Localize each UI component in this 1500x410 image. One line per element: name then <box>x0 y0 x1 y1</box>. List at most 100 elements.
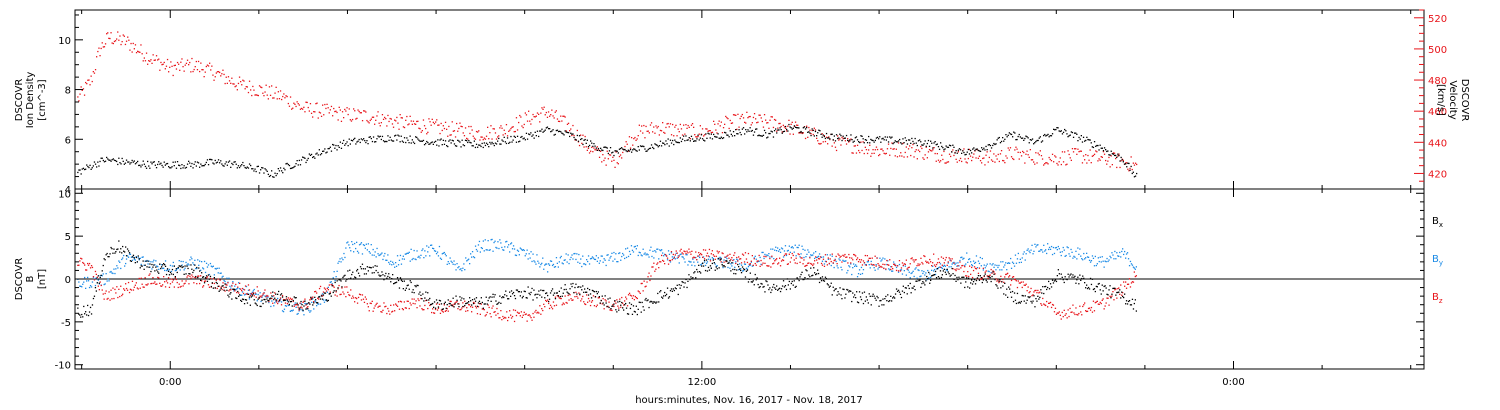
bz-point <box>959 261 961 263</box>
by-point <box>617 261 619 263</box>
by-point <box>1125 253 1128 255</box>
velocity-point <box>554 111 556 113</box>
bx-point <box>205 275 208 277</box>
bx-point <box>447 299 449 301</box>
bz-point <box>1086 310 1088 313</box>
by-point <box>1045 249 1047 251</box>
velocity-point <box>576 129 578 132</box>
velocity-point <box>988 156 990 159</box>
bz-point <box>277 302 279 305</box>
bx-point <box>496 303 498 305</box>
velocity-point <box>1116 166 1118 169</box>
bx-point <box>888 300 890 303</box>
bx-point <box>491 296 493 298</box>
velocity-point <box>856 144 859 146</box>
bz-point <box>553 305 556 307</box>
bx-point <box>202 276 205 278</box>
bz-point <box>998 281 1000 284</box>
velocity-point <box>143 57 145 59</box>
by-point <box>903 270 905 272</box>
by-point <box>815 251 817 253</box>
velocity-point <box>157 59 159 61</box>
velocity-point <box>1033 161 1035 163</box>
velocity-point <box>969 155 972 157</box>
bx-point <box>859 296 862 298</box>
bz-point <box>154 281 156 283</box>
density-point <box>407 139 409 141</box>
velocity-point <box>1127 168 1129 170</box>
bz-point <box>548 307 551 310</box>
velocity-point <box>119 35 121 37</box>
velocity-point <box>199 70 201 73</box>
density-point <box>704 140 706 142</box>
bx-point <box>390 281 392 283</box>
by-point <box>1094 255 1096 258</box>
density-point <box>982 148 984 151</box>
by-point <box>1027 248 1029 250</box>
bz-point <box>336 295 338 297</box>
by-point <box>799 256 801 258</box>
velocity-point <box>344 108 346 111</box>
bz-point <box>773 262 775 264</box>
bx-point <box>810 267 812 269</box>
density-point <box>968 153 971 155</box>
by-point <box>740 268 742 270</box>
velocity-point <box>790 123 792 125</box>
by-point <box>482 240 484 242</box>
by-point <box>741 270 744 272</box>
density-point <box>647 148 649 151</box>
density-point <box>312 156 314 159</box>
bz-point <box>975 268 978 270</box>
velocity-point <box>751 122 753 124</box>
velocity-point <box>332 115 334 117</box>
bz-point <box>960 267 962 269</box>
bz-point <box>80 257 82 259</box>
bz-point <box>139 287 141 289</box>
bx-point <box>825 278 827 280</box>
by-point <box>782 256 785 258</box>
bz-point <box>984 271 986 273</box>
by-point <box>530 251 532 253</box>
by-point <box>662 252 664 254</box>
velocity-point <box>1126 162 1128 164</box>
bz-point <box>328 284 330 286</box>
bz-point <box>1122 292 1124 294</box>
bz-point <box>252 292 254 294</box>
by-point <box>587 255 590 257</box>
by-point <box>834 258 836 260</box>
bz-point <box>618 307 620 309</box>
velocity-point <box>88 79 90 81</box>
velocity-point <box>124 43 127 46</box>
velocity-point <box>125 40 128 42</box>
density-point <box>695 140 697 142</box>
by-point <box>164 260 167 262</box>
velocity-point <box>340 120 343 122</box>
velocity-point <box>910 154 912 157</box>
density-point <box>878 138 880 140</box>
bz-point <box>94 270 97 273</box>
bz-point <box>1080 311 1082 313</box>
bz-point <box>471 311 473 313</box>
velocity-point <box>328 112 330 114</box>
bx-point <box>259 305 261 307</box>
density-point <box>606 147 608 149</box>
bz-point <box>1021 286 1023 289</box>
density-point <box>1039 136 1041 138</box>
bz-point <box>398 308 401 310</box>
velocity-point <box>869 144 871 146</box>
bx-point <box>195 275 197 278</box>
bz-point <box>188 283 190 285</box>
by-point <box>632 251 635 253</box>
bx-point <box>571 285 573 288</box>
density-point <box>498 137 500 140</box>
by-point <box>341 257 343 259</box>
bz-point <box>1095 301 1097 303</box>
bx-point <box>620 304 622 306</box>
density-point <box>979 150 982 152</box>
by-point <box>600 255 602 257</box>
velocity-point <box>1096 151 1098 153</box>
by-point <box>1017 252 1019 255</box>
bx-point <box>374 265 376 267</box>
by-point <box>390 260 392 262</box>
density-point <box>844 137 846 139</box>
